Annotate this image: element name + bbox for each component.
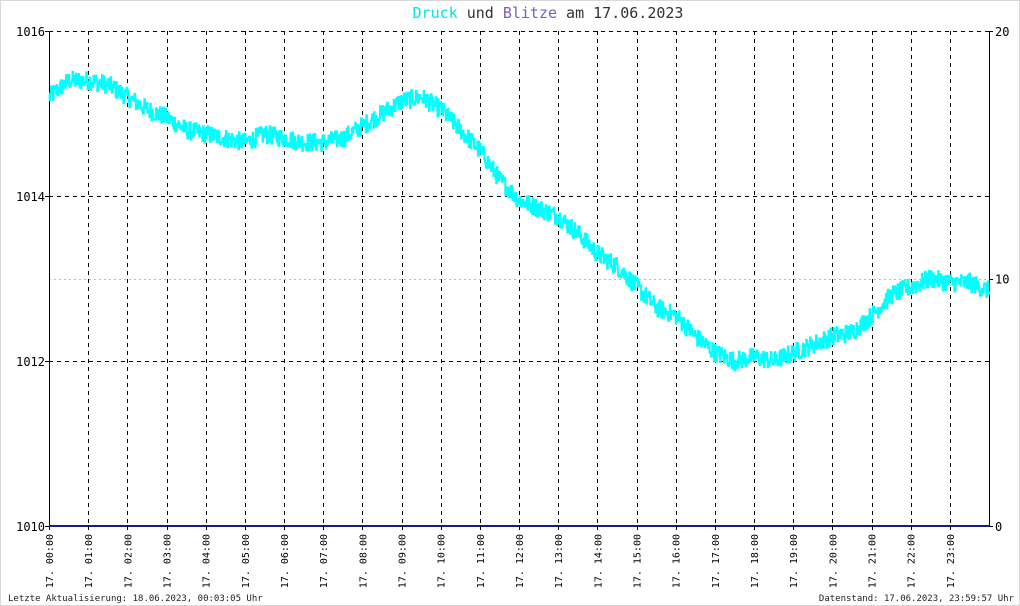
y-right-tick-label: 0 xyxy=(995,520,1002,534)
x-tick-label: 17. 18:00 xyxy=(750,534,761,588)
x-tick-label: 17. 08:00 xyxy=(358,534,369,588)
y-left-tick-label: 1016 xyxy=(16,25,45,39)
title-date: am 17.06.2023 xyxy=(557,4,683,22)
x-tick-label: 17. 06:00 xyxy=(280,534,291,588)
x-tick-label: 17. 23:00 xyxy=(946,534,957,588)
x-tick-label: 17. 09:00 xyxy=(398,534,409,588)
y-right-tick-label: 10 xyxy=(995,273,1009,287)
x-tick-label: 17. 19:00 xyxy=(789,534,800,588)
x-tick-label: 17. 00:00 xyxy=(45,534,56,588)
x-tick-label: 17. 14:00 xyxy=(593,534,604,588)
x-tick-label: 17. 13:00 xyxy=(554,534,565,588)
x-tick-label: 17. 22:00 xyxy=(907,534,918,588)
footer-last-update: Letzte Aktualisierung: 18.06.2023, 00:03… xyxy=(8,594,263,604)
x-tick-label: 17. 05:00 xyxy=(241,534,252,588)
footer-data-status: Datenstand: 17.06.2023, 23:59:57 Uhr xyxy=(819,594,1015,604)
x-tick-label: 17. 16:00 xyxy=(672,534,683,588)
title-druck: Druck xyxy=(413,4,458,22)
chart-title: Druck und Blitze am 17.06.2023 xyxy=(413,4,684,22)
x-tick-label: 17. 20:00 xyxy=(828,534,839,588)
title-und: und xyxy=(458,4,503,22)
y-left-tick-label: 1012 xyxy=(16,355,45,369)
x-tick-label: 17. 15:00 xyxy=(633,534,644,588)
x-tick-label: 17. 12:00 xyxy=(515,534,526,588)
series-druck-line xyxy=(48,70,990,371)
y-axis-right-ticks: 20 10 0 xyxy=(989,25,1009,534)
x-axis-ticks: 17. 00:00 17. 01:00 17. 02:00 17. 03:00 17. … xyxy=(45,526,957,588)
plot-area xyxy=(48,31,990,527)
title-blitze: Blitze xyxy=(503,4,557,22)
x-tick-label: 17. 21:00 xyxy=(868,534,879,588)
y-axis-left-ticks: 1016 1014 1012 1010 xyxy=(16,25,49,534)
x-tick-label: 17. 07:00 xyxy=(319,534,330,588)
x-tick-label: 17. 11:00 xyxy=(476,534,487,588)
y-right-tick-label: 20 xyxy=(995,25,1009,39)
x-tick-label: 17. 10:00 xyxy=(437,534,448,588)
x-tick-label: 17. 17:00 xyxy=(711,534,722,588)
x-tick-label: 17. 01:00 xyxy=(84,534,95,588)
y-left-tick-label: 1014 xyxy=(16,190,45,204)
x-tick-label: 17. 03:00 xyxy=(163,534,174,588)
x-tick-label: 17. 04:00 xyxy=(202,534,213,588)
x-tick-label: 17. 02:00 xyxy=(123,534,134,588)
y-left-tick-label: 1010 xyxy=(16,520,45,534)
